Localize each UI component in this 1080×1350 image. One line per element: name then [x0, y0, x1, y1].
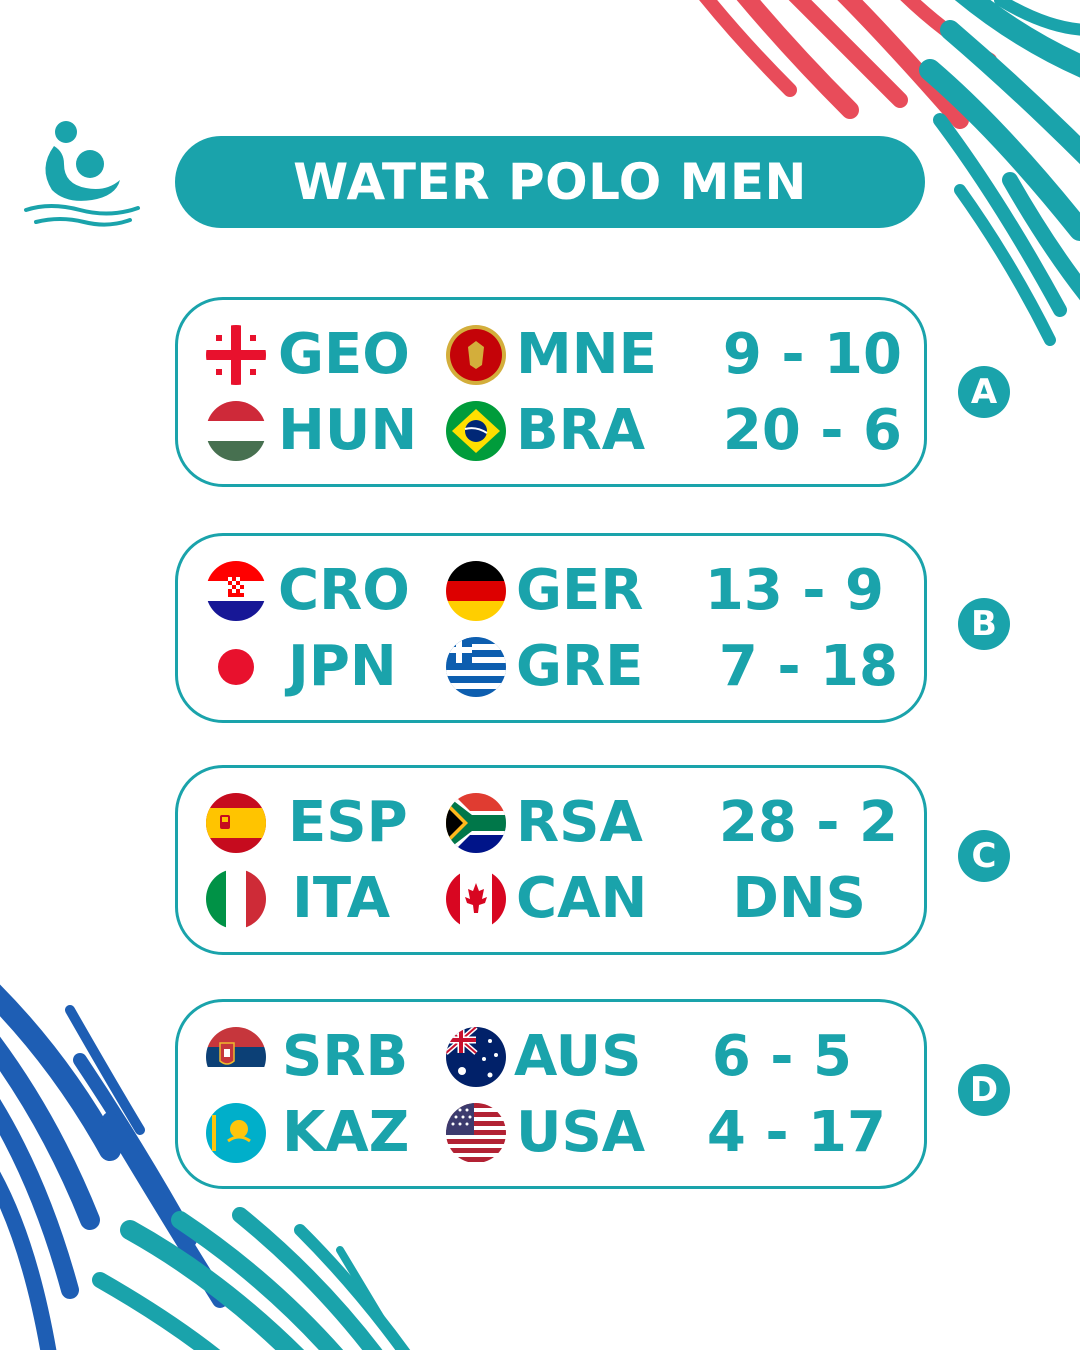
group-badge: D	[958, 1064, 1010, 1116]
group-a-card: GEO MNE 9 - 10 HUN BRA 20 - 6	[175, 297, 927, 487]
match-row: JPN GRE 7 - 18	[178, 632, 924, 702]
match-row: GEO MNE 9 - 10	[178, 320, 924, 390]
home-team-code: CRO	[278, 558, 410, 623]
south-africa-flag-icon	[446, 793, 506, 853]
home-team-code: JPN	[288, 634, 397, 699]
germany-flag-icon	[446, 561, 506, 621]
away-team-code: RSA	[516, 790, 643, 855]
water-polo-player-icon	[24, 121, 140, 227]
canada-flag-icon	[446, 869, 506, 929]
match-score: DNS	[732, 866, 866, 931]
match-score: 28 - 2	[718, 790, 898, 855]
croatia-flag-icon	[206, 561, 266, 621]
page-title: WATER POLO MEN	[293, 153, 807, 211]
match-row: KAZ USA 4 - 17	[178, 1098, 924, 1168]
italy-flag-icon	[206, 869, 266, 929]
match-score: 4 - 17	[706, 1100, 886, 1165]
usa-flag-icon	[446, 1103, 506, 1163]
brazil-flag-icon	[446, 401, 506, 461]
montenegro-flag-icon	[446, 325, 506, 385]
home-team-code: GEO	[278, 322, 410, 387]
match-score: 6 - 5	[711, 1024, 852, 1089]
match-row: ITA CAN DNS	[178, 864, 924, 934]
group-c-card: ESP RSA 28 - 2 ITA	[175, 765, 927, 955]
away-team-code: GER	[516, 558, 644, 623]
away-team-code: MNE	[516, 322, 657, 387]
away-team-code: USA	[516, 1100, 646, 1165]
japan-flag-icon	[206, 637, 266, 697]
away-team-code: AUS	[514, 1024, 642, 1089]
home-team-code: HUN	[278, 398, 418, 463]
title-banner: WATER POLO MEN	[175, 136, 925, 228]
group-badge: C	[958, 830, 1010, 882]
match-score: 13 - 9	[704, 558, 884, 623]
match-row: ESP RSA 28 - 2	[178, 788, 924, 858]
australia-flag-icon	[446, 1027, 506, 1087]
hungary-flag-icon	[206, 401, 266, 461]
match-score: 20 - 6	[722, 398, 902, 463]
match-row: HUN BRA 20 - 6	[178, 396, 924, 466]
match-row: CRO GER 13 - 9	[178, 556, 924, 626]
georgia-flag-icon	[206, 325, 266, 385]
serbia-flag-icon	[206, 1027, 266, 1087]
group-d-card: SRB AUS 6 - 5 KAZ	[175, 999, 927, 1189]
away-team-code: BRA	[516, 398, 646, 463]
group-badge: B	[958, 598, 1010, 650]
away-team-code: CAN	[516, 866, 648, 931]
home-team-code: ITA	[292, 866, 391, 931]
match-score: 7 - 18	[718, 634, 898, 699]
home-team-code: KAZ	[282, 1100, 410, 1165]
kazakhstan-flag-icon	[206, 1103, 266, 1163]
group-b-card: CRO GER 13 - 9 JPN	[175, 533, 927, 723]
away-team-code: GRE	[516, 634, 644, 699]
home-team-code: ESP	[288, 790, 408, 855]
home-team-code: SRB	[282, 1024, 409, 1089]
greece-flag-icon	[446, 637, 506, 697]
spain-flag-icon	[206, 793, 266, 853]
match-score: 9 - 10	[722, 322, 902, 387]
group-badge: A	[958, 366, 1010, 418]
match-row: SRB AUS 6 - 5	[178, 1022, 924, 1092]
